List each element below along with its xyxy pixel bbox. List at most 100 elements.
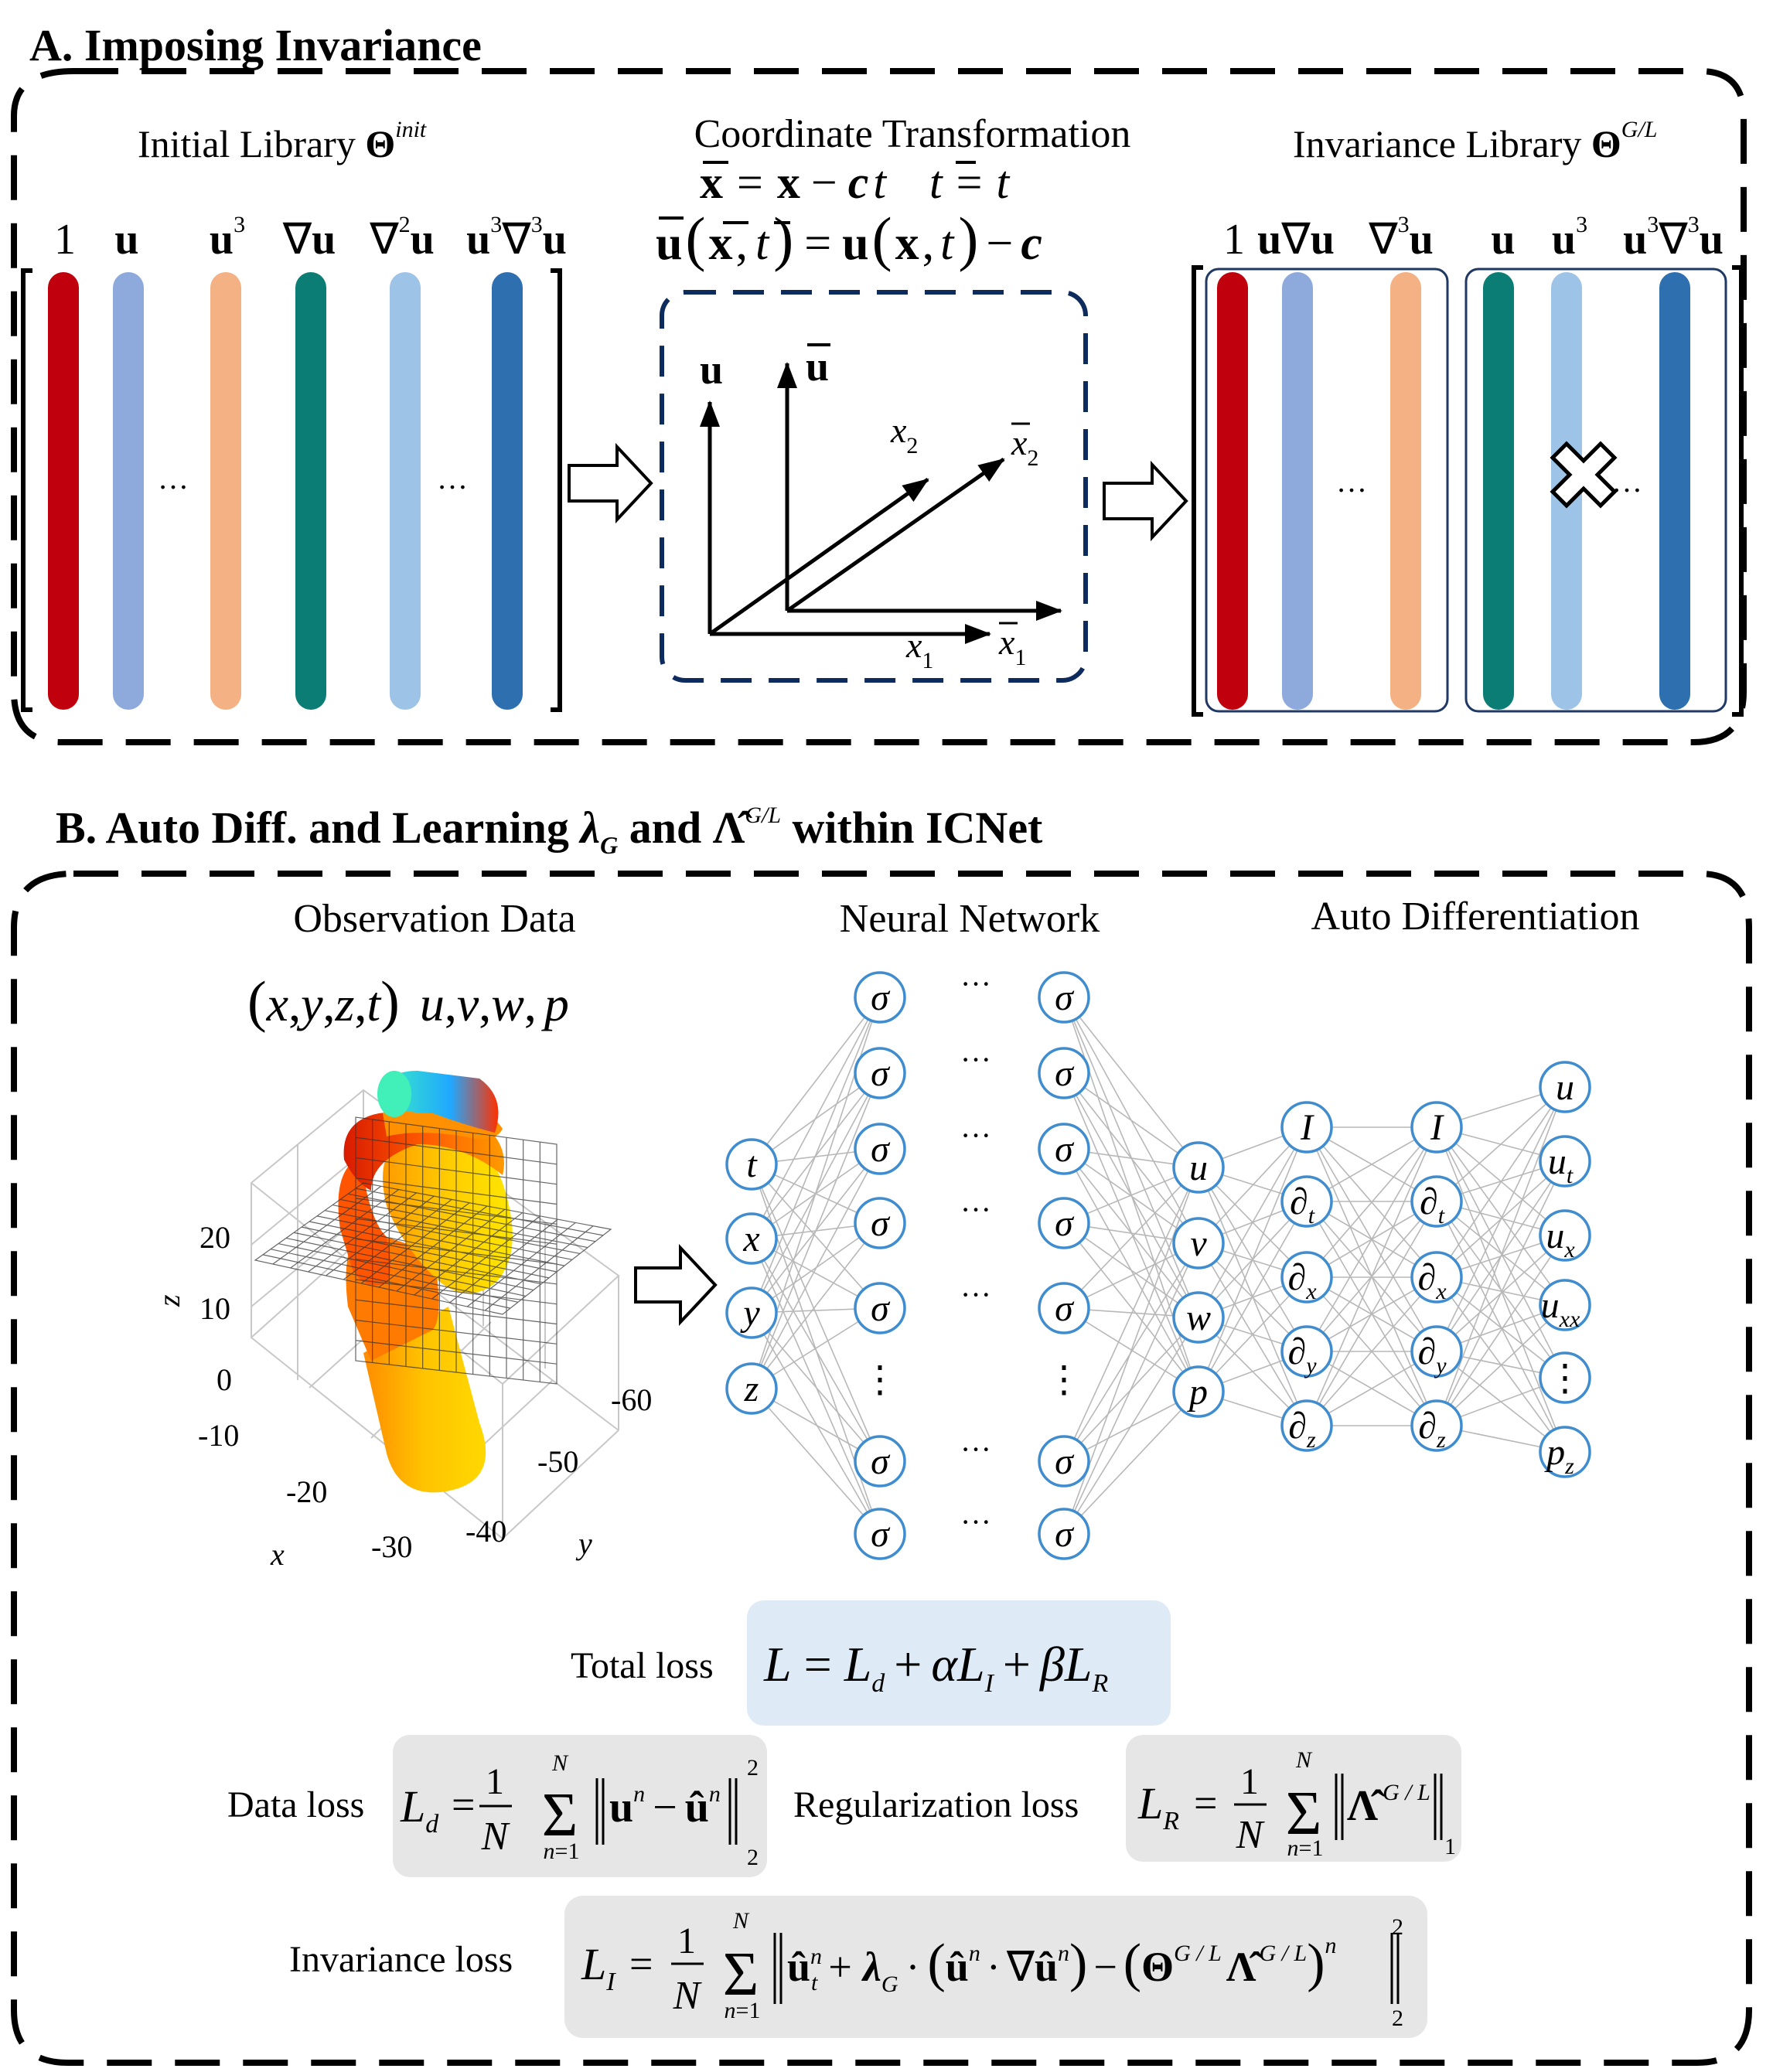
x-tick-m10: -10 bbox=[198, 1418, 239, 1453]
op2-node-2 bbox=[1410, 1175, 1463, 1228]
arrow-to-invariance bbox=[1103, 460, 1188, 542]
svg-text:n=1: n=1 bbox=[725, 1998, 761, 2023]
reg-loss-label: Regularization loss bbox=[793, 1784, 1079, 1825]
svg-text:1: 1 bbox=[1444, 1834, 1456, 1859]
initial-library-matrix: … … bbox=[21, 268, 562, 712]
panel-a-frame bbox=[11, 68, 1747, 745]
invariance-library-bar-3 bbox=[1390, 272, 1421, 710]
output-node-p-label: p bbox=[1187, 1372, 1208, 1413]
input-node-t-label: t bbox=[746, 1144, 758, 1185]
svg-text:2: 2 bbox=[1392, 2006, 1403, 2031]
hidden1-node-7 bbox=[854, 1508, 906, 1560]
inv-col-grad3-u: ∇3u bbox=[1368, 212, 1434, 264]
hidden-ellipsis-6: ··· bbox=[960, 1432, 991, 1467]
y-tick-m60: -60 bbox=[611, 1382, 652, 1417]
invariance-library-matrix: … … bbox=[1192, 265, 1744, 717]
svg-text:N: N bbox=[1236, 1813, 1266, 1857]
hidden1-node-3 bbox=[854, 1123, 906, 1175]
panel-b-frame bbox=[11, 871, 1752, 2066]
svg-text:2: 2 bbox=[747, 1755, 759, 1781]
op1-node-5-label: ∂z bbox=[1288, 1406, 1316, 1453]
hidden-ellipsis-5: ··· bbox=[960, 1277, 991, 1312]
invariant-group-box bbox=[1205, 268, 1449, 713]
final-node-1-label: u bbox=[1556, 1067, 1574, 1108]
inv-loss-label: Invariance loss bbox=[289, 1939, 513, 1980]
op1-node-4-label: ∂y bbox=[1287, 1331, 1317, 1378]
panel-b-heading: B. Auto Diff. and Learning λG and Λ̂G/L … bbox=[56, 803, 1043, 859]
x-tick-m20: -20 bbox=[286, 1474, 327, 1509]
data-loss-label: Data loss bbox=[227, 1784, 364, 1825]
hidden-ellipsis-3: ··· bbox=[960, 1118, 991, 1153]
final-node-6-label: pz bbox=[1544, 1432, 1574, 1479]
remove-cross-icon bbox=[1550, 441, 1618, 509]
svg-text:ûnt+λG·(ûn·∇ûn)−(ΘG / LΛ̂G / L: ûn t + λG · (ûn · ∇ûn) − (ΘG / L Λ̂ G / L)n bbox=[787, 1933, 1337, 1997]
final-node-4 bbox=[1539, 1279, 1591, 1331]
invariance-library-title: Invariance Library ΘG/L bbox=[1293, 117, 1657, 165]
inv-col-u3-grad3-u: u3∇3u bbox=[1623, 212, 1724, 264]
hidden-vdots-1: ⋮ bbox=[861, 1359, 898, 1400]
hidden2-node-3-label: σ bbox=[1055, 1129, 1075, 1170]
op2-node-3 bbox=[1410, 1251, 1463, 1304]
network-title: Neural Network bbox=[840, 897, 1100, 941]
hidden1-node-1 bbox=[854, 971, 906, 1024]
z-tick-20: 20 bbox=[199, 1220, 230, 1255]
hidden2-node-4-label: σ bbox=[1055, 1203, 1075, 1244]
hidden1-node-3-label: σ bbox=[871, 1129, 891, 1170]
initial-library-bar-3 bbox=[210, 272, 241, 710]
op1-node-4 bbox=[1280, 1325, 1333, 1378]
input-node-x bbox=[725, 1212, 778, 1265]
final-node-6 bbox=[1539, 1426, 1591, 1478]
op1-node-5 bbox=[1280, 1399, 1333, 1452]
output-node-w-label: w bbox=[1186, 1297, 1211, 1338]
input-node-x-label: x bbox=[742, 1218, 759, 1259]
svg-text:n=1: n=1 bbox=[544, 1839, 580, 1864]
svg-text:Invariance Library ΘG/L: Invariance Library ΘG/L bbox=[1293, 117, 1657, 165]
op1-node-1-label: I bbox=[1300, 1107, 1314, 1148]
hidden1-node-4 bbox=[854, 1197, 906, 1249]
panel-a-heading: A. Imposing Invariance bbox=[29, 20, 482, 70]
final-node-5-label: ⋮ bbox=[1546, 1358, 1584, 1399]
inv-dots-2: … bbox=[1611, 464, 1642, 499]
z-axis-label: z bbox=[152, 1294, 186, 1307]
output-node-u-label: u bbox=[1189, 1147, 1208, 1188]
op1-node-2 bbox=[1280, 1175, 1333, 1228]
hidden2-node-3 bbox=[1038, 1123, 1090, 1175]
svg-text:2: 2 bbox=[1392, 1914, 1403, 1940]
initial-dots-1: … bbox=[158, 461, 189, 496]
transform-eq1: x = x − c t t = t bbox=[700, 157, 1011, 208]
initial-dots-2: … bbox=[437, 461, 468, 496]
svg-text:u(x,t)=u(x,t)−c: u(x, t) = u(x, t) − c bbox=[656, 205, 1042, 272]
inv-col-u-grad-u: u∇u bbox=[1257, 216, 1335, 264]
x-tick-m30: -30 bbox=[371, 1529, 412, 1564]
data-loss-box bbox=[393, 1735, 767, 1877]
hidden1-node-1-label: σ bbox=[871, 977, 891, 1018]
data-loss-row: Data loss Ld = 1 N N Σ n=1 un − ûn 2 2 bbox=[227, 1735, 767, 1877]
axis-u-label: u bbox=[700, 346, 723, 393]
hidden2-node-4 bbox=[1038, 1197, 1090, 1249]
input-node-y bbox=[725, 1286, 778, 1339]
invariance-library-bar-2 bbox=[1282, 272, 1313, 710]
svg-text:Σ: Σ bbox=[542, 1781, 578, 1849]
initial-library-bar-1 bbox=[48, 272, 79, 710]
hidden-ellipsis-4: ··· bbox=[960, 1192, 991, 1227]
svg-text:Σ: Σ bbox=[1286, 1780, 1322, 1848]
z-tick-10: 10 bbox=[199, 1291, 230, 1326]
inv-dots-1: … bbox=[1336, 464, 1367, 499]
hidden2-node-1-label: σ bbox=[1055, 977, 1075, 1018]
svg-text:N: N bbox=[1295, 1747, 1313, 1773]
output-node-w bbox=[1172, 1291, 1225, 1344]
total-loss-row: Total loss L = Ld + αLI + βLR bbox=[571, 1600, 1171, 1726]
input-node-t bbox=[725, 1138, 778, 1191]
svg-text:2: 2 bbox=[747, 1845, 759, 1870]
transform-title: Coordinate Transformation bbox=[694, 112, 1131, 156]
x-axis-label: x bbox=[270, 1537, 285, 1572]
invariance-library-bar-6 bbox=[1659, 272, 1690, 710]
op2-node-1-label: I bbox=[1430, 1107, 1444, 1148]
hidden2-node-6-label: σ bbox=[1055, 1441, 1075, 1482]
svg-text:(x,y,z,t)u,v,w,p: (x,y,z,t) u,v,w, p bbox=[247, 970, 569, 1034]
initial-col-grad-u: ∇u bbox=[282, 216, 336, 264]
op1-node-1 bbox=[1280, 1101, 1333, 1154]
y-tick-m50: -50 bbox=[537, 1444, 578, 1479]
transform-axes bbox=[700, 362, 1062, 644]
